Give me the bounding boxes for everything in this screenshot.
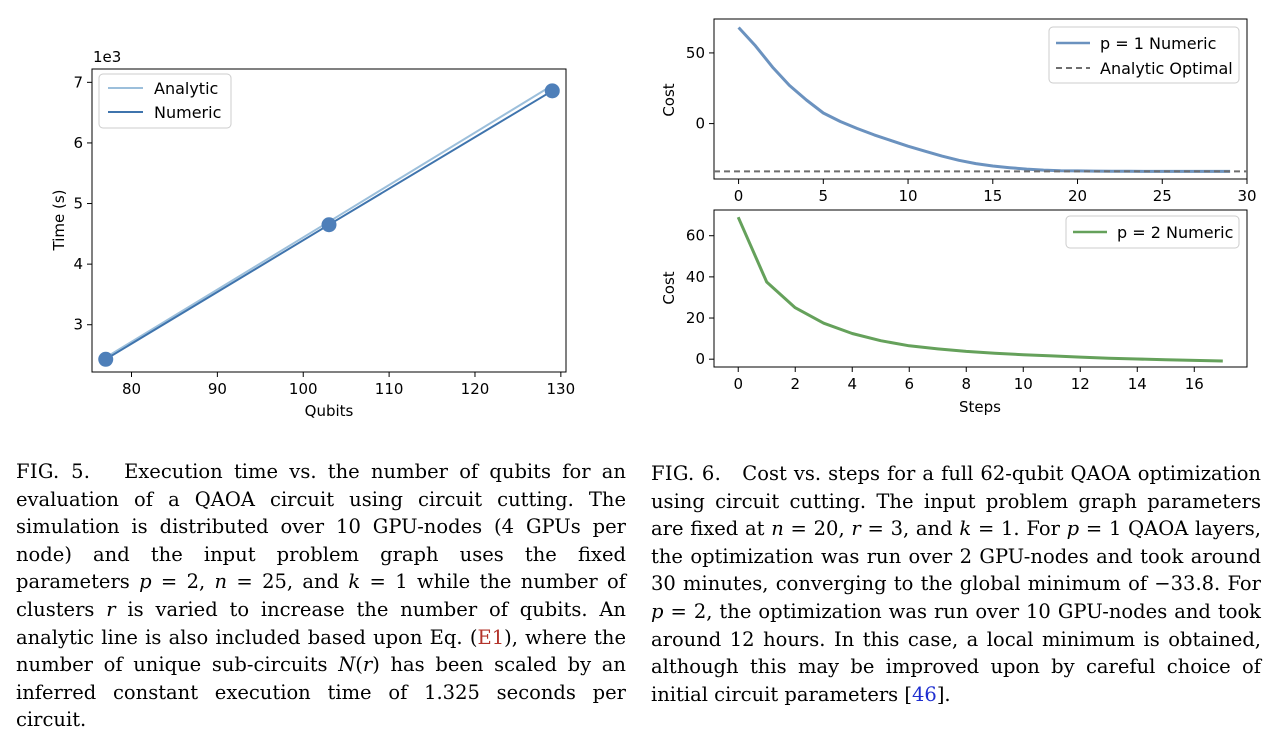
fig5-y-offset-label: 1e3	[93, 48, 121, 66]
figure-6-top-chart: 0 5 10 15 20 25 30 50 0 Cost p = 1 Numeric Anal…	[660, 18, 1257, 205]
fig6a-series-group	[714, 26, 1247, 173]
fig5-series-numeric-marker	[321, 217, 337, 233]
fig6a-legend: p = 1 Numeric Analytic Optimal	[1048, 26, 1240, 84]
fig6a-x-tick-label: 25	[1153, 187, 1172, 205]
fig6a-y-tick-label: 0	[695, 115, 705, 133]
fig6b-y-axis-label: Cost	[660, 271, 678, 304]
fig6a-x-ticks: 0 5 10 15 20 25 30	[734, 179, 1257, 205]
fig6a-x-tick-label: 10	[899, 187, 918, 205]
fig6a-legend-label-analytic-optimal: Analytic Optimal	[1100, 59, 1233, 78]
fig6b-x-tick-label: 4	[847, 375, 857, 393]
figure-6-bottom-chart: 0 2 4 6 8 10 12 14 16 60 40 20 0 Steps Cost p = 2 N…	[660, 209, 1248, 416]
fig6b-plot-frame	[713, 209, 1248, 368]
fig5-legend-label-numeric: Numeric	[154, 103, 221, 122]
fig6a-x-tick-label: 20	[1068, 187, 1087, 205]
fig6a-x-tick-label: 0	[734, 187, 744, 205]
fig6b-x-tick-label: 2	[790, 375, 800, 393]
fig5-y-tick-label: 7	[73, 73, 83, 91]
fig6b-x-tick-label: 8	[961, 375, 971, 393]
fig6b-x-tick-label: 0	[733, 375, 743, 393]
fig5-y-tick-label: 4	[73, 255, 83, 273]
fig5-x-axis-label: Qubits	[305, 402, 354, 420]
fig5-x-tick-label: 100	[289, 380, 318, 398]
fig5-plot-frame	[91, 68, 567, 373]
fig5-series-group	[98, 83, 560, 367]
figure-5-chart: 1e3 80 90 100 110 120 130 3 4 5 6 7 Qubits Time (…	[50, 48, 575, 420]
fig5-x-tick-label: 110	[375, 380, 404, 398]
figure-5-caption-text: Execution time vs. the number of qubits …	[16, 460, 627, 732]
fig6b-x-tick-label: 12	[1071, 375, 1090, 393]
figure-6-caption: FIG. 6. Cost vs. steps for a full 62-qub…	[651, 460, 1261, 708]
fig6a-y-axis-label: Cost	[660, 83, 678, 116]
fig5-x-tick-label: 80	[122, 380, 141, 398]
fig5-legend: Analytic Numeric	[98, 73, 232, 129]
fig5-x-tick-label: 130	[547, 380, 576, 398]
fig6a-x-tick-label: 15	[983, 187, 1002, 205]
fig6b-legend: p = 2 Numeric	[1065, 215, 1240, 249]
fig5-y-tick-label: 6	[73, 134, 83, 152]
fig5-y-ticks: 3 4 5 6 7	[73, 73, 92, 334]
fig6a-legend-box	[1048, 26, 1240, 84]
fig5-legend-label-analytic: Analytic	[154, 79, 218, 98]
fig5-series-numeric-marker	[98, 351, 114, 367]
fig6b-x-axis-label: Steps	[959, 398, 1001, 416]
fig6b-series-group	[736, 216, 1223, 363]
fig6b-x-tick-label: 16	[1185, 375, 1204, 393]
figure-6-caption-text: Cost vs. steps for a full 62-qubit QAOA …	[651, 462, 1261, 706]
fig5-x-tick-label: 90	[208, 380, 227, 398]
fig6b-y-ticks: 60 40 20 0	[686, 227, 714, 368]
fig6a-y-tick-label: 50	[686, 44, 705, 62]
fig6a-plot-frame	[713, 18, 1248, 180]
fig6b-legend-box	[1065, 215, 1240, 249]
fig6b-x-ticks: 0 2 4 6 8 10 12 14 16	[733, 367, 1204, 393]
fig6b-y-tick-label: 40	[686, 268, 705, 286]
fig6b-x-tick-label: 10	[1014, 375, 1033, 393]
fig6b-y-tick-label: 0	[695, 350, 705, 368]
fig6b-y-tick-label: 20	[686, 309, 705, 327]
fig5-y-tick-label: 3	[73, 316, 83, 334]
fig6b-y-tick-label: 60	[686, 227, 705, 245]
fig5-x-tick-label: 120	[461, 380, 490, 398]
fig6b-series-p-2-numeric-line	[736, 216, 1223, 363]
fig6a-legend-label-p1: p = 1 Numeric	[1100, 34, 1216, 53]
figure-5-caption-label: FIG. 5.	[16, 460, 91, 483]
fig5-y-axis-label: Time (s)	[50, 190, 68, 252]
fig5-y-tick-label: 5	[73, 195, 83, 213]
fig6b-x-tick-label: 6	[904, 375, 914, 393]
fig6a-x-tick-label: 30	[1237, 187, 1256, 205]
figure-5-caption: FIG. 5. Execution time vs. the number of…	[16, 458, 626, 734]
fig6a-x-tick-label: 5	[819, 187, 829, 205]
fig6b-x-tick-label: 14	[1128, 375, 1147, 393]
fig6a-y-ticks: 50 0	[686, 44, 714, 133]
fig5-x-ticks: 80 90 100 110 120 130	[122, 372, 575, 398]
figure-6-caption-label: FIG. 6.	[651, 462, 722, 485]
fig5-series-numeric-marker	[544, 83, 560, 99]
fig6b-legend-label-p2: p = 2 Numeric	[1117, 223, 1233, 242]
